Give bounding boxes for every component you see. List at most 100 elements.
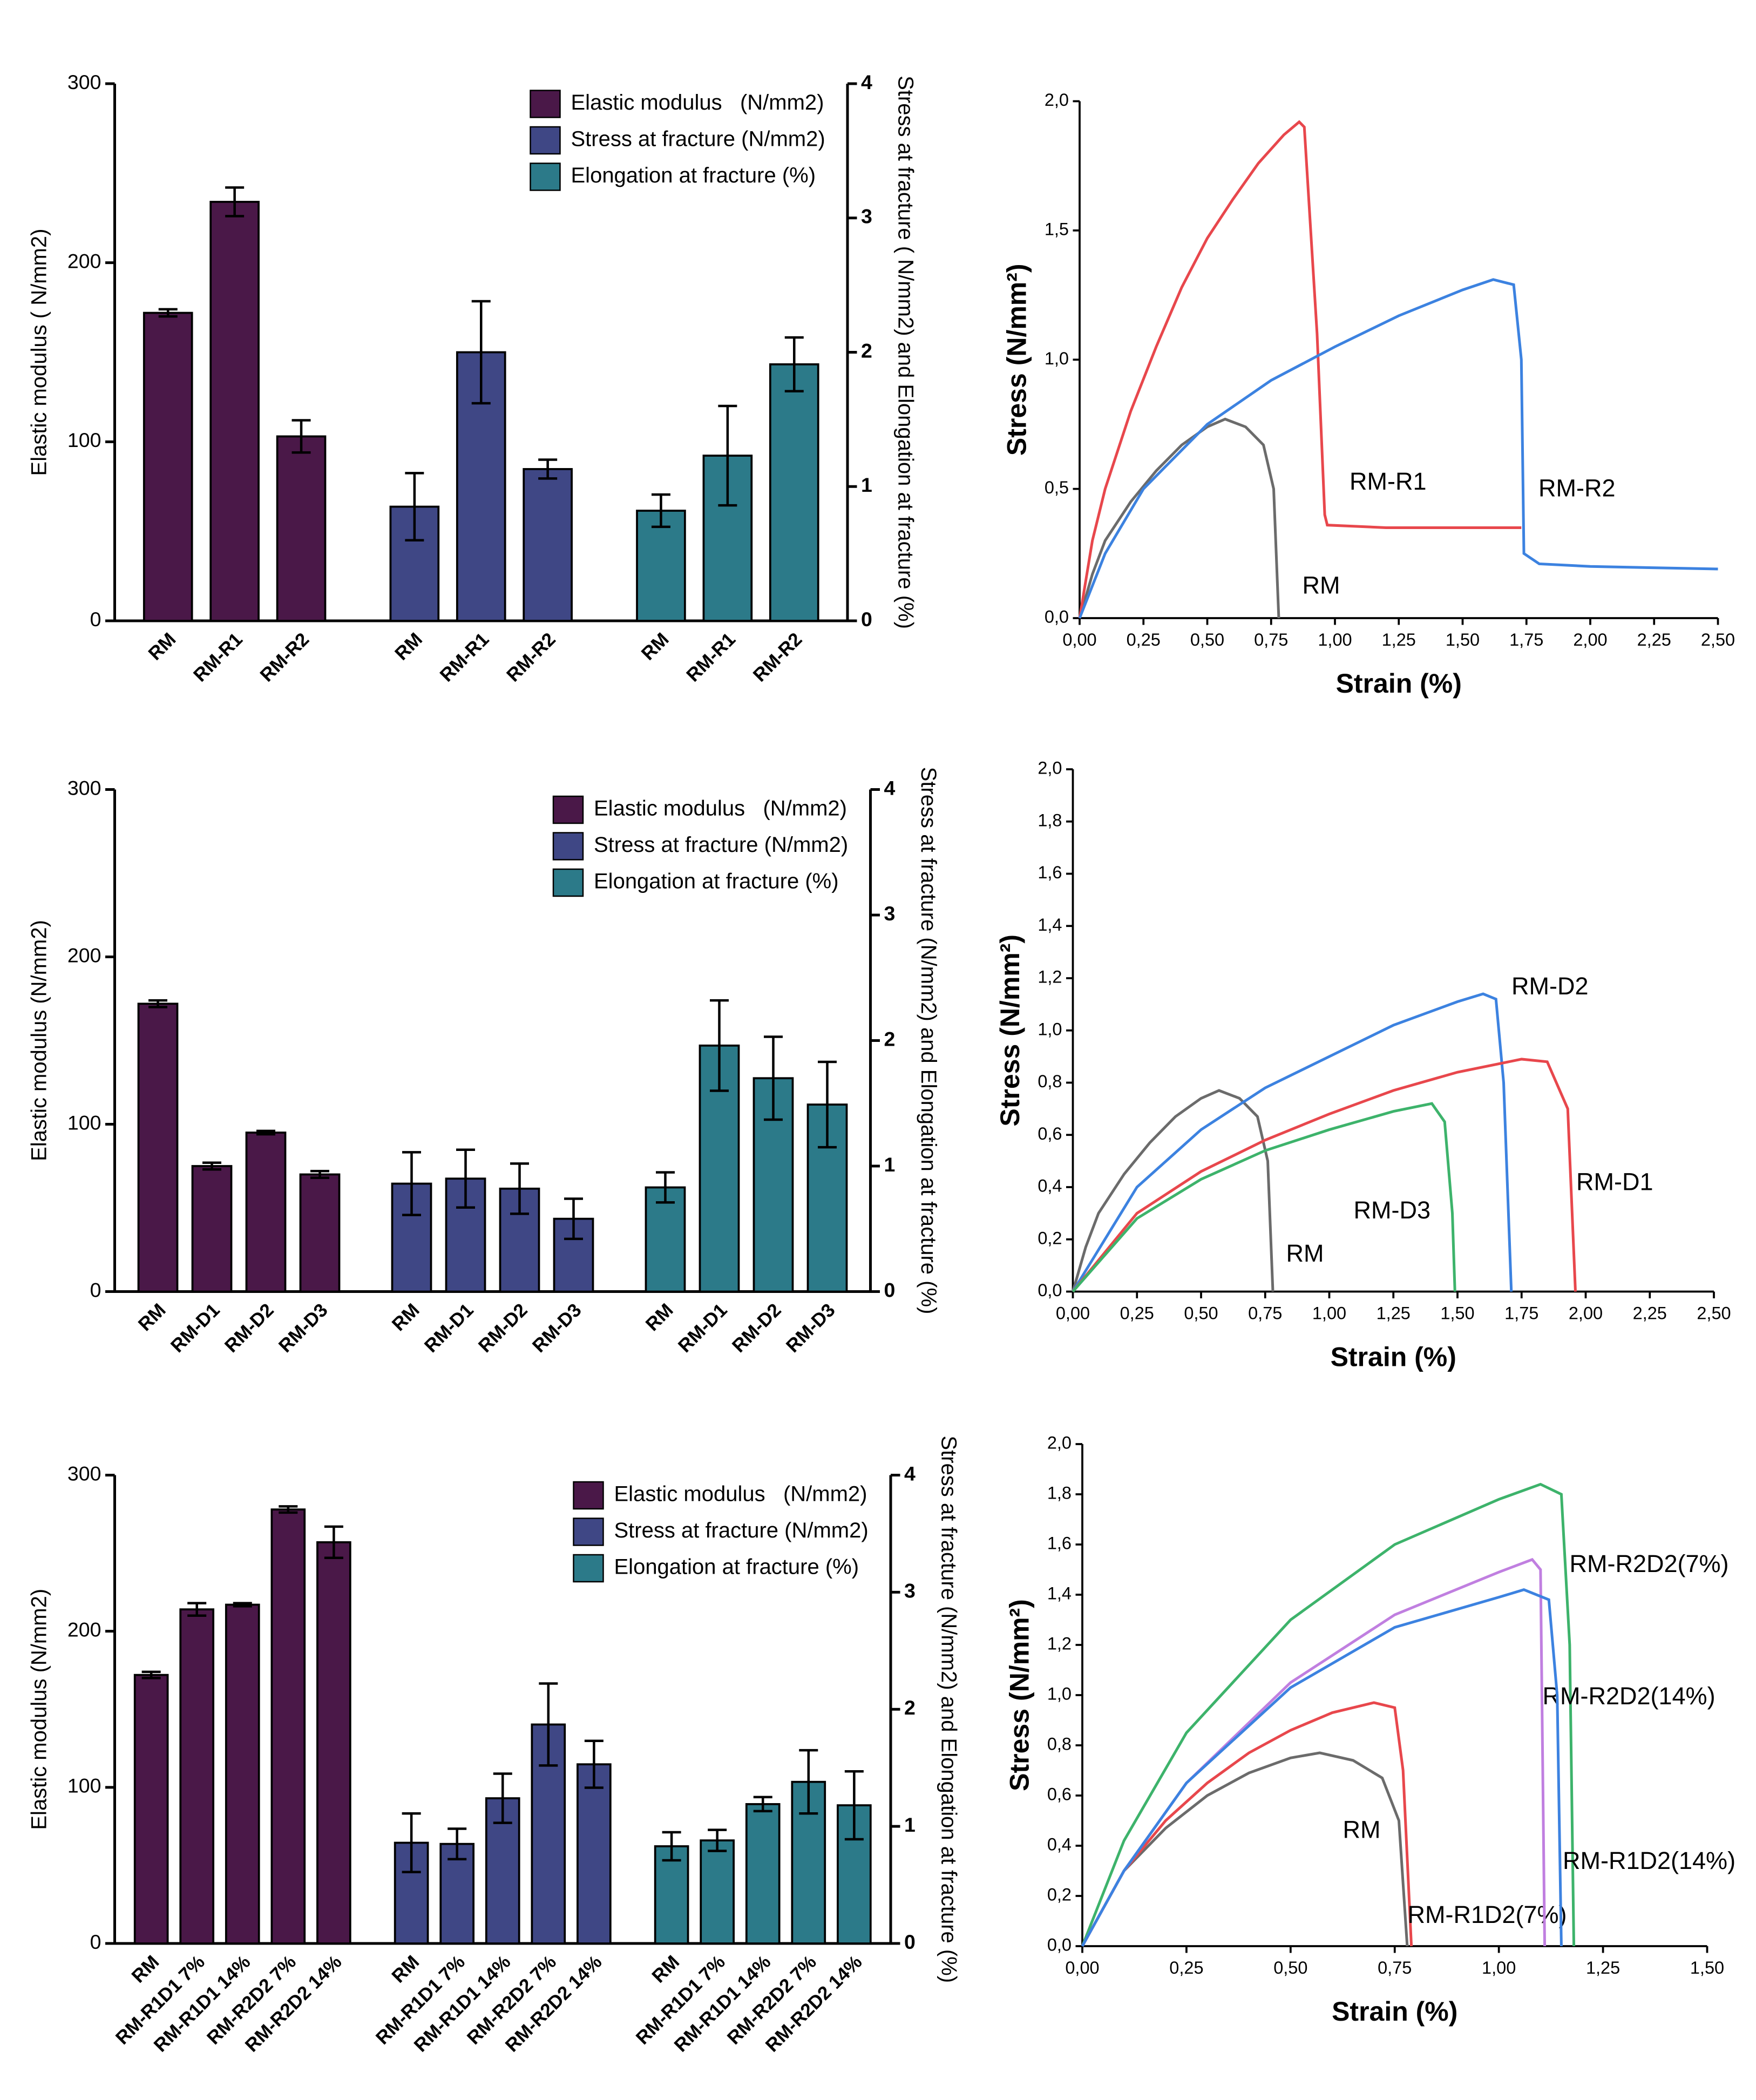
bar (636, 510, 686, 622)
x-tick-label: 0,25 (1127, 630, 1161, 649)
y-tick-label: 100 (67, 1111, 101, 1134)
curve-label: RM (1286, 1239, 1324, 1267)
y2-tick-label: 1 (861, 473, 872, 496)
curve (1081, 1751, 1409, 1947)
curve-label: RM (1343, 1816, 1381, 1843)
x-tick-label: RM (388, 1952, 423, 1987)
curve (1081, 1701, 1413, 1947)
curve-label: RM-R1 (1350, 468, 1427, 495)
x-axis-label: Strain (%) (1336, 668, 1462, 699)
x-tick-label: 0,50 (1184, 1304, 1218, 1323)
legend-label: Elongation at fracture (%) (594, 870, 839, 893)
x-tick-label: 0,50 (1190, 630, 1224, 649)
x-tick-label: RM (391, 629, 426, 665)
x-tick-label: RM-R1 (682, 629, 740, 686)
curve (1072, 992, 1513, 1292)
curve (1081, 1482, 1576, 1947)
y2-axis-label: Stress at fracture (N/mm2) and Elongatio… (937, 1435, 960, 1983)
y-axis-label: Elastic modulus (N/mm2) (28, 1589, 51, 1830)
y-tick-label: 1,2 (1047, 1634, 1072, 1654)
y2-tick-label: 4 (884, 776, 896, 799)
legend-swatch (552, 795, 584, 824)
y-tick-label: 0,0 (1038, 1281, 1062, 1300)
curve-label: RM-R2D2(14%) (1543, 1682, 1716, 1710)
x-tick-label: 2,00 (1569, 1304, 1603, 1323)
y-tick-label: 300 (67, 1462, 101, 1485)
x-tick-label: 2,25 (1633, 1304, 1667, 1323)
y-tick-label: 100 (67, 1774, 101, 1797)
curve-label: RM (1303, 571, 1340, 599)
y2-tick-label: 0 (861, 608, 872, 631)
y-tick-label: 0,2 (1047, 1885, 1072, 1905)
y-tick-label: 1,2 (1038, 967, 1062, 987)
curve (1078, 120, 1522, 619)
y-tick-label: 0 (90, 1930, 101, 1953)
y-tick-label: 0,4 (1047, 1835, 1072, 1854)
y2-tick-label: 0 (884, 1278, 896, 1301)
legend-swatch (573, 1518, 604, 1546)
x-tick-label: RM-D1 (167, 1299, 224, 1357)
y-tick-label: 0,5 (1045, 478, 1069, 497)
curve (1072, 1058, 1577, 1293)
x-tick-label: 2,00 (1573, 630, 1607, 649)
y-tick-label: 0,6 (1038, 1124, 1062, 1143)
curve-label: RM-R1D2(7%) (1408, 1901, 1567, 1928)
legend-label: Stress at fracture (N/mm2) (614, 1519, 869, 1542)
x-tick-label: 1,75 (1509, 630, 1543, 649)
x-tick-label: RM (134, 1299, 170, 1335)
x-tick-label: RM-D2 (474, 1299, 532, 1357)
bar (191, 1165, 233, 1293)
x-tick-label: 0,75 (1378, 1958, 1412, 1977)
y2-tick-label: 2 (861, 339, 872, 362)
y2-tick-label: 2 (884, 1027, 896, 1050)
x-tick-label: 1,00 (1318, 630, 1352, 649)
bar (133, 1674, 169, 1945)
x-tick-label: RM-D3 (528, 1299, 586, 1357)
y-tick-label: 0,0 (1045, 607, 1069, 627)
bar (316, 1541, 351, 1945)
x-tick-label: 1,00 (1482, 1958, 1516, 1977)
y-tick-label: 100 (67, 429, 101, 451)
y2-tick-label: 0 (904, 1930, 916, 1953)
bar (143, 311, 193, 622)
x-tick-label: 1,75 (1504, 1304, 1538, 1323)
y-tick-label: 0,8 (1038, 1072, 1062, 1091)
x-tick-label: 1,50 (1446, 630, 1480, 649)
legend-label: Elongation at fracture (%) (571, 164, 816, 187)
x-tick-label: 1,00 (1312, 1304, 1346, 1323)
y-tick-label: 0,4 (1038, 1176, 1062, 1196)
x-tick-label: RM-D1 (421, 1299, 478, 1357)
y-axis-label: Stress (N/mm²) (995, 934, 1025, 1127)
x-tick-label: RM-D2 (221, 1299, 278, 1357)
x-tick-label: 0,00 (1062, 630, 1096, 649)
x-tick-label: RM-D2 (728, 1299, 785, 1357)
y-axis-label: Elastic modulus ( N/mm2) (28, 229, 51, 476)
y2-tick-label: 4 (904, 1462, 916, 1485)
y2-tick-label: 3 (904, 1579, 916, 1602)
x-axis-label: Strain (%) (1331, 1342, 1456, 1372)
y-tick-label: 1,4 (1038, 915, 1062, 934)
y-tick-label: 0,6 (1047, 1785, 1072, 1804)
legend-swatch (530, 162, 561, 191)
y-axis-label: Stress (N/mm²) (1005, 1599, 1035, 1791)
curve (1081, 1588, 1563, 1947)
y-tick-label: 0,2 (1038, 1228, 1062, 1248)
x-tick-label: RM-R2 (256, 629, 313, 686)
curve (1078, 278, 1718, 619)
legend-label: Elastic modulus (N/mm2) (614, 1482, 867, 1506)
y-tick-label: 1,6 (1038, 863, 1062, 882)
y-axis-label: Elastic modulus (N/mm2) (28, 920, 51, 1161)
y-axis-label: Stress (N/mm²) (1002, 263, 1032, 456)
x-tick-label: 1,25 (1377, 1304, 1411, 1323)
y2-tick-label: 1 (884, 1153, 896, 1176)
x-tick-label: 0,75 (1254, 630, 1288, 649)
x-tick-label: RM (638, 629, 673, 665)
y-tick-label: 1,6 (1047, 1534, 1072, 1553)
y-tick-label: 200 (67, 250, 101, 273)
legend-swatch (573, 1481, 604, 1510)
x-tick-label: 0,75 (1248, 1304, 1282, 1323)
x-tick-label: 2,25 (1637, 630, 1671, 649)
y-tick-label: 0 (90, 1278, 101, 1301)
legend-label: Elastic modulus (N/mm2) (594, 797, 847, 821)
